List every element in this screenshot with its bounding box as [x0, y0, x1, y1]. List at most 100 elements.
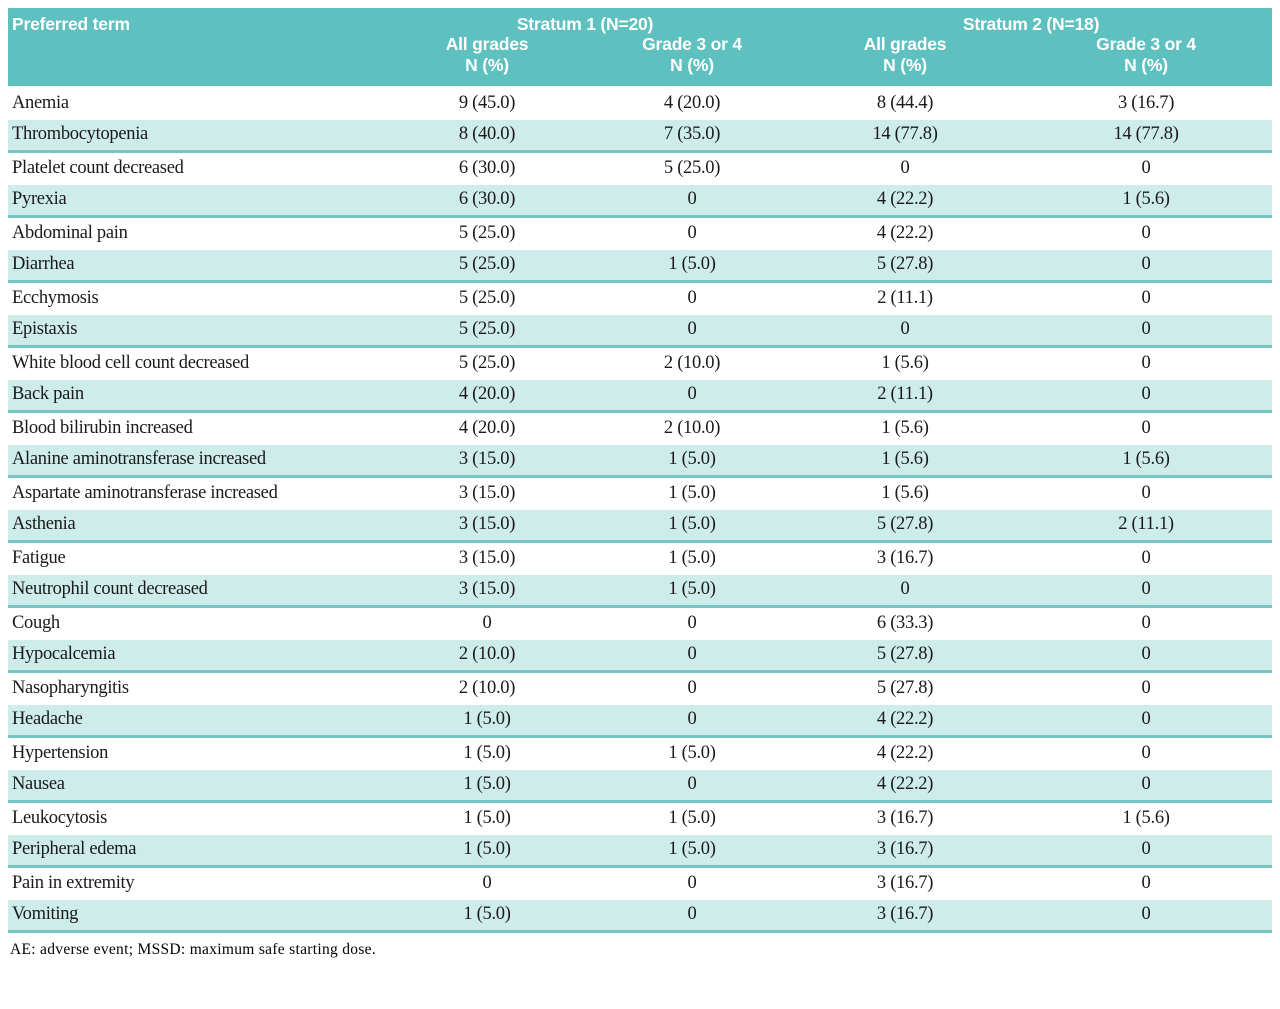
s1-grade34-cell: 0: [594, 770, 791, 803]
preferred-term-cell: Ecchymosis: [12, 288, 99, 309]
table-row: Hypocalcemia 2 (10.0) 0 5 (27.8) 0: [8, 640, 1273, 673]
column-group-stratum-1: Stratum 1 (N=20): [380, 8, 791, 34]
s2-all-grades-cell: 8 (44.4): [876, 92, 934, 113]
column-group-stratum-2: Stratum 2 (N=18): [790, 8, 1273, 34]
column-header-s1-all-grades: All grades N (%): [380, 34, 594, 86]
table-row: Leukocytosis 1 (5.0) 1 (5.0) 3 (16.7) 1 (5.6…: [8, 801, 1273, 835]
s2-all-grades-cell: 3 (16.7): [876, 548, 934, 569]
table-row: Pyrexia 6 (30.0) 0 4 (22.2) 1 (5.6): [8, 185, 1273, 218]
s2-all-grades-cell: 4 (22.2): [876, 223, 934, 244]
s2-grade34-cell: 0: [1141, 548, 1151, 569]
s1-grade34-cell: 0: [687, 678, 697, 699]
s1-grade34-cell: 0: [594, 705, 791, 738]
s2-grade34-cell: 0: [1020, 575, 1273, 608]
table-row: Pain in extremity 0 0 3 (16.7) 0: [8, 866, 1273, 900]
s1-grade34-cell: 2 (10.0): [663, 353, 721, 374]
table-row: Vomiting 1 (5.0) 0 3 (16.7) 0: [8, 900, 1273, 933]
table-row: Ecchymosis 5 (25.0) 0 2 (11.1) 0: [8, 281, 1273, 315]
table-row: Epistaxis 5 (25.0) 0 0 0: [8, 315, 1273, 348]
column-header-line: Grade 3 or 4: [1096, 34, 1196, 54]
s1-all-grades-cell: 6 (30.0): [380, 185, 594, 218]
s1-all-grades-cell: 5 (25.0): [380, 315, 594, 348]
s2-grade34-cell: 0: [1141, 873, 1151, 894]
table-row: Peripheral edema 1 (5.0) 1 (5.0) 3 (16.7) 0: [8, 835, 1273, 868]
s2-grade34-cell: 0: [1020, 835, 1273, 868]
preferred-term-cell: Fatigue: [12, 548, 66, 569]
s2-grade34-cell: 3 (16.7): [1117, 92, 1175, 113]
s2-all-grades-cell: 14 (77.8): [790, 120, 1021, 153]
s1-all-grades-cell: 1 (5.0): [463, 743, 511, 764]
s1-all-grades-cell: 8 (40.0): [380, 120, 594, 153]
table-body: Anemia 9 (45.0) 4 (20.0) 8 (44.4) 3 (16.7) Th…: [8, 86, 1273, 933]
preferred-term-cell: Vomiting: [8, 900, 380, 933]
preferred-term-cell: Pyrexia: [8, 185, 380, 218]
table-footnote: AE: adverse event; MSSD: maximum safe st…: [10, 940, 377, 958]
s1-grade34-cell: 0: [594, 315, 791, 348]
table-row: Nasopharyngitis 2 (10.0) 0 5 (27.8) 0: [8, 671, 1273, 705]
preferred-term-cell: Diarrhea: [8, 250, 380, 283]
table-header: Preferred term Stratum 1 (N=20) Stratum …: [8, 8, 1273, 86]
s2-grade34-cell: 0: [1020, 380, 1273, 413]
s2-grade34-cell: 0: [1020, 770, 1273, 803]
s2-grade34-cell: 0: [1020, 640, 1273, 673]
preferred-term-cell: Cough: [12, 613, 60, 634]
preferred-term-cell: White blood cell count decreased: [12, 353, 249, 374]
s1-all-grades-cell: 2 (10.0): [380, 640, 594, 673]
preferred-term-cell: Hypocalcemia: [8, 640, 380, 673]
s2-grade34-cell: 2 (11.1): [1020, 510, 1273, 543]
s1-all-grades-cell: 3 (15.0): [380, 445, 594, 478]
preferred-term-cell: Platelet count decreased: [12, 158, 184, 179]
header-sub-row: All grades N (%) Grade 3 or 4 N (%) All …: [8, 34, 1273, 86]
table-row: Thrombocytopenia 8 (40.0) 7 (35.0) 14 (77.8…: [8, 120, 1273, 153]
s1-grade34-cell: 1 (5.0): [668, 483, 716, 504]
s1-grade34-cell: 0: [594, 640, 791, 673]
table-row: Fatigue 3 (15.0) 1 (5.0) 3 (16.7) 0: [8, 541, 1273, 575]
preferred-term-cell: Aspartate aminotransferase increased: [12, 483, 278, 504]
preferred-term-cell: Asthenia: [8, 510, 380, 543]
s1-all-grades-cell: 0: [482, 613, 492, 634]
table-row: Alanine aminotransferase increased 3 (15.…: [8, 445, 1273, 478]
s1-grade34-cell: 0: [687, 873, 697, 894]
preferred-term-cell: Nasopharyngitis: [12, 678, 129, 699]
preferred-term-cell: Nausea: [8, 770, 380, 803]
preferred-term-cell: Pain in extremity: [12, 873, 135, 894]
table-row: Nausea 1 (5.0) 0 4 (22.2) 0: [8, 770, 1273, 803]
table-row: Back pain 4 (20.0) 0 2 (11.1) 0: [8, 380, 1273, 413]
table-row: Platelet count decreased 6 (30.0) 5 (25.0)…: [8, 151, 1273, 185]
s2-all-grades-cell: 6 (33.3): [876, 613, 934, 634]
s2-grade34-cell: 0: [1141, 613, 1151, 634]
table-row: White blood cell count decreased 5 (25.0)…: [8, 346, 1273, 380]
s1-all-grades-cell: 0: [482, 873, 492, 894]
preferred-term-cell: Leukocytosis: [12, 808, 108, 829]
preferred-term-cell: Anemia: [12, 92, 69, 113]
s2-all-grades-cell: 4 (22.2): [790, 770, 1021, 803]
table-row: Anemia 9 (45.0) 4 (20.0) 8 (44.4) 3 (16.7): [8, 86, 1273, 120]
s2-all-grades-cell: 1 (5.6): [790, 445, 1021, 478]
preferred-term-cell: Neutrophil count decreased: [8, 575, 380, 608]
column-header-line: All grades: [445, 34, 529, 54]
preferred-term-cell: Blood bilirubin increased: [12, 418, 193, 439]
s2-grade34-cell: 0: [1141, 743, 1151, 764]
s2-grade34-cell: 1 (5.6): [1122, 808, 1170, 829]
table-row: Aspartate aminotransferase increased 3 (1…: [8, 476, 1273, 510]
preferred-term-cell: Alanine aminotransferase increased: [8, 445, 380, 478]
s1-all-grades-cell: 2 (10.0): [458, 678, 516, 699]
preferred-term-cell: Epistaxis: [8, 315, 380, 348]
s1-all-grades-cell: 3 (15.0): [380, 575, 594, 608]
preferred-term-cell: Peripheral edema: [8, 835, 380, 868]
s1-all-grades-cell: 4 (20.0): [380, 380, 594, 413]
s2-all-grades-cell: 3 (16.7): [790, 835, 1021, 868]
s2-grade34-cell: 0: [1141, 678, 1151, 699]
column-header-line: Grade 3 or 4: [642, 34, 742, 54]
s1-all-grades-cell: 5 (25.0): [380, 250, 594, 283]
s2-grade34-cell: 0: [1141, 418, 1151, 439]
s1-grade34-cell: 7 (35.0): [594, 120, 791, 153]
s2-all-grades-cell: 4 (22.2): [790, 185, 1021, 218]
s2-all-grades-cell: 5 (27.8): [790, 250, 1021, 283]
s2-all-grades-cell: 4 (22.2): [790, 705, 1021, 738]
column-header-s2-grade-3-or-4: Grade 3 or 4 N (%): [1020, 34, 1273, 86]
s1-grade34-cell: 2 (10.0): [663, 418, 721, 439]
s2-all-grades-cell: 5 (27.8): [790, 640, 1021, 673]
s1-all-grades-cell: 3 (15.0): [458, 483, 516, 504]
s1-all-grades-cell: 1 (5.0): [463, 808, 511, 829]
